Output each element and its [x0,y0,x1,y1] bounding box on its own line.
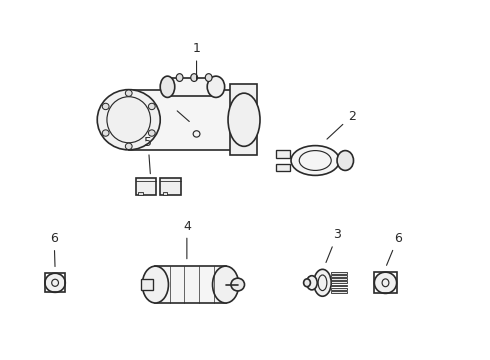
Ellipse shape [97,90,160,150]
Ellipse shape [374,272,396,293]
Ellipse shape [191,74,197,81]
Ellipse shape [176,74,183,81]
Ellipse shape [291,145,340,175]
Ellipse shape [102,130,109,136]
Bar [155,266,225,303]
Ellipse shape [207,76,224,98]
Ellipse shape [102,103,109,110]
Bar [331,282,347,283]
Bar [331,284,347,286]
Ellipse shape [304,279,310,287]
Bar [331,275,347,277]
Text: 1: 1 [193,42,200,80]
Bar [45,273,65,292]
Bar [374,272,396,293]
Bar [168,77,216,96]
Text: 4: 4 [183,220,191,259]
Bar [129,90,235,150]
Bar [331,272,347,274]
Ellipse shape [231,278,245,291]
Ellipse shape [337,150,353,170]
Text: 3: 3 [326,229,341,262]
Ellipse shape [148,130,155,136]
Bar [136,178,156,195]
Bar [331,278,347,280]
Ellipse shape [142,266,169,303]
Bar [163,192,168,195]
Ellipse shape [160,76,175,98]
Ellipse shape [125,90,132,96]
Ellipse shape [228,93,260,146]
Ellipse shape [213,266,239,303]
Bar [331,288,347,289]
Text: 2: 2 [327,110,356,139]
Ellipse shape [314,269,331,296]
Ellipse shape [307,276,317,290]
Text: 6: 6 [387,232,401,265]
Text: 5: 5 [144,136,152,174]
Bar [230,84,257,155]
Ellipse shape [148,103,155,110]
Bar [276,164,290,171]
Bar [141,279,153,290]
Bar [138,192,143,195]
Ellipse shape [205,74,212,81]
Text: 6: 6 [50,232,58,266]
Ellipse shape [45,273,65,292]
Ellipse shape [125,143,132,149]
Bar [331,291,347,293]
Bar [276,150,290,158]
Bar [160,178,181,195]
